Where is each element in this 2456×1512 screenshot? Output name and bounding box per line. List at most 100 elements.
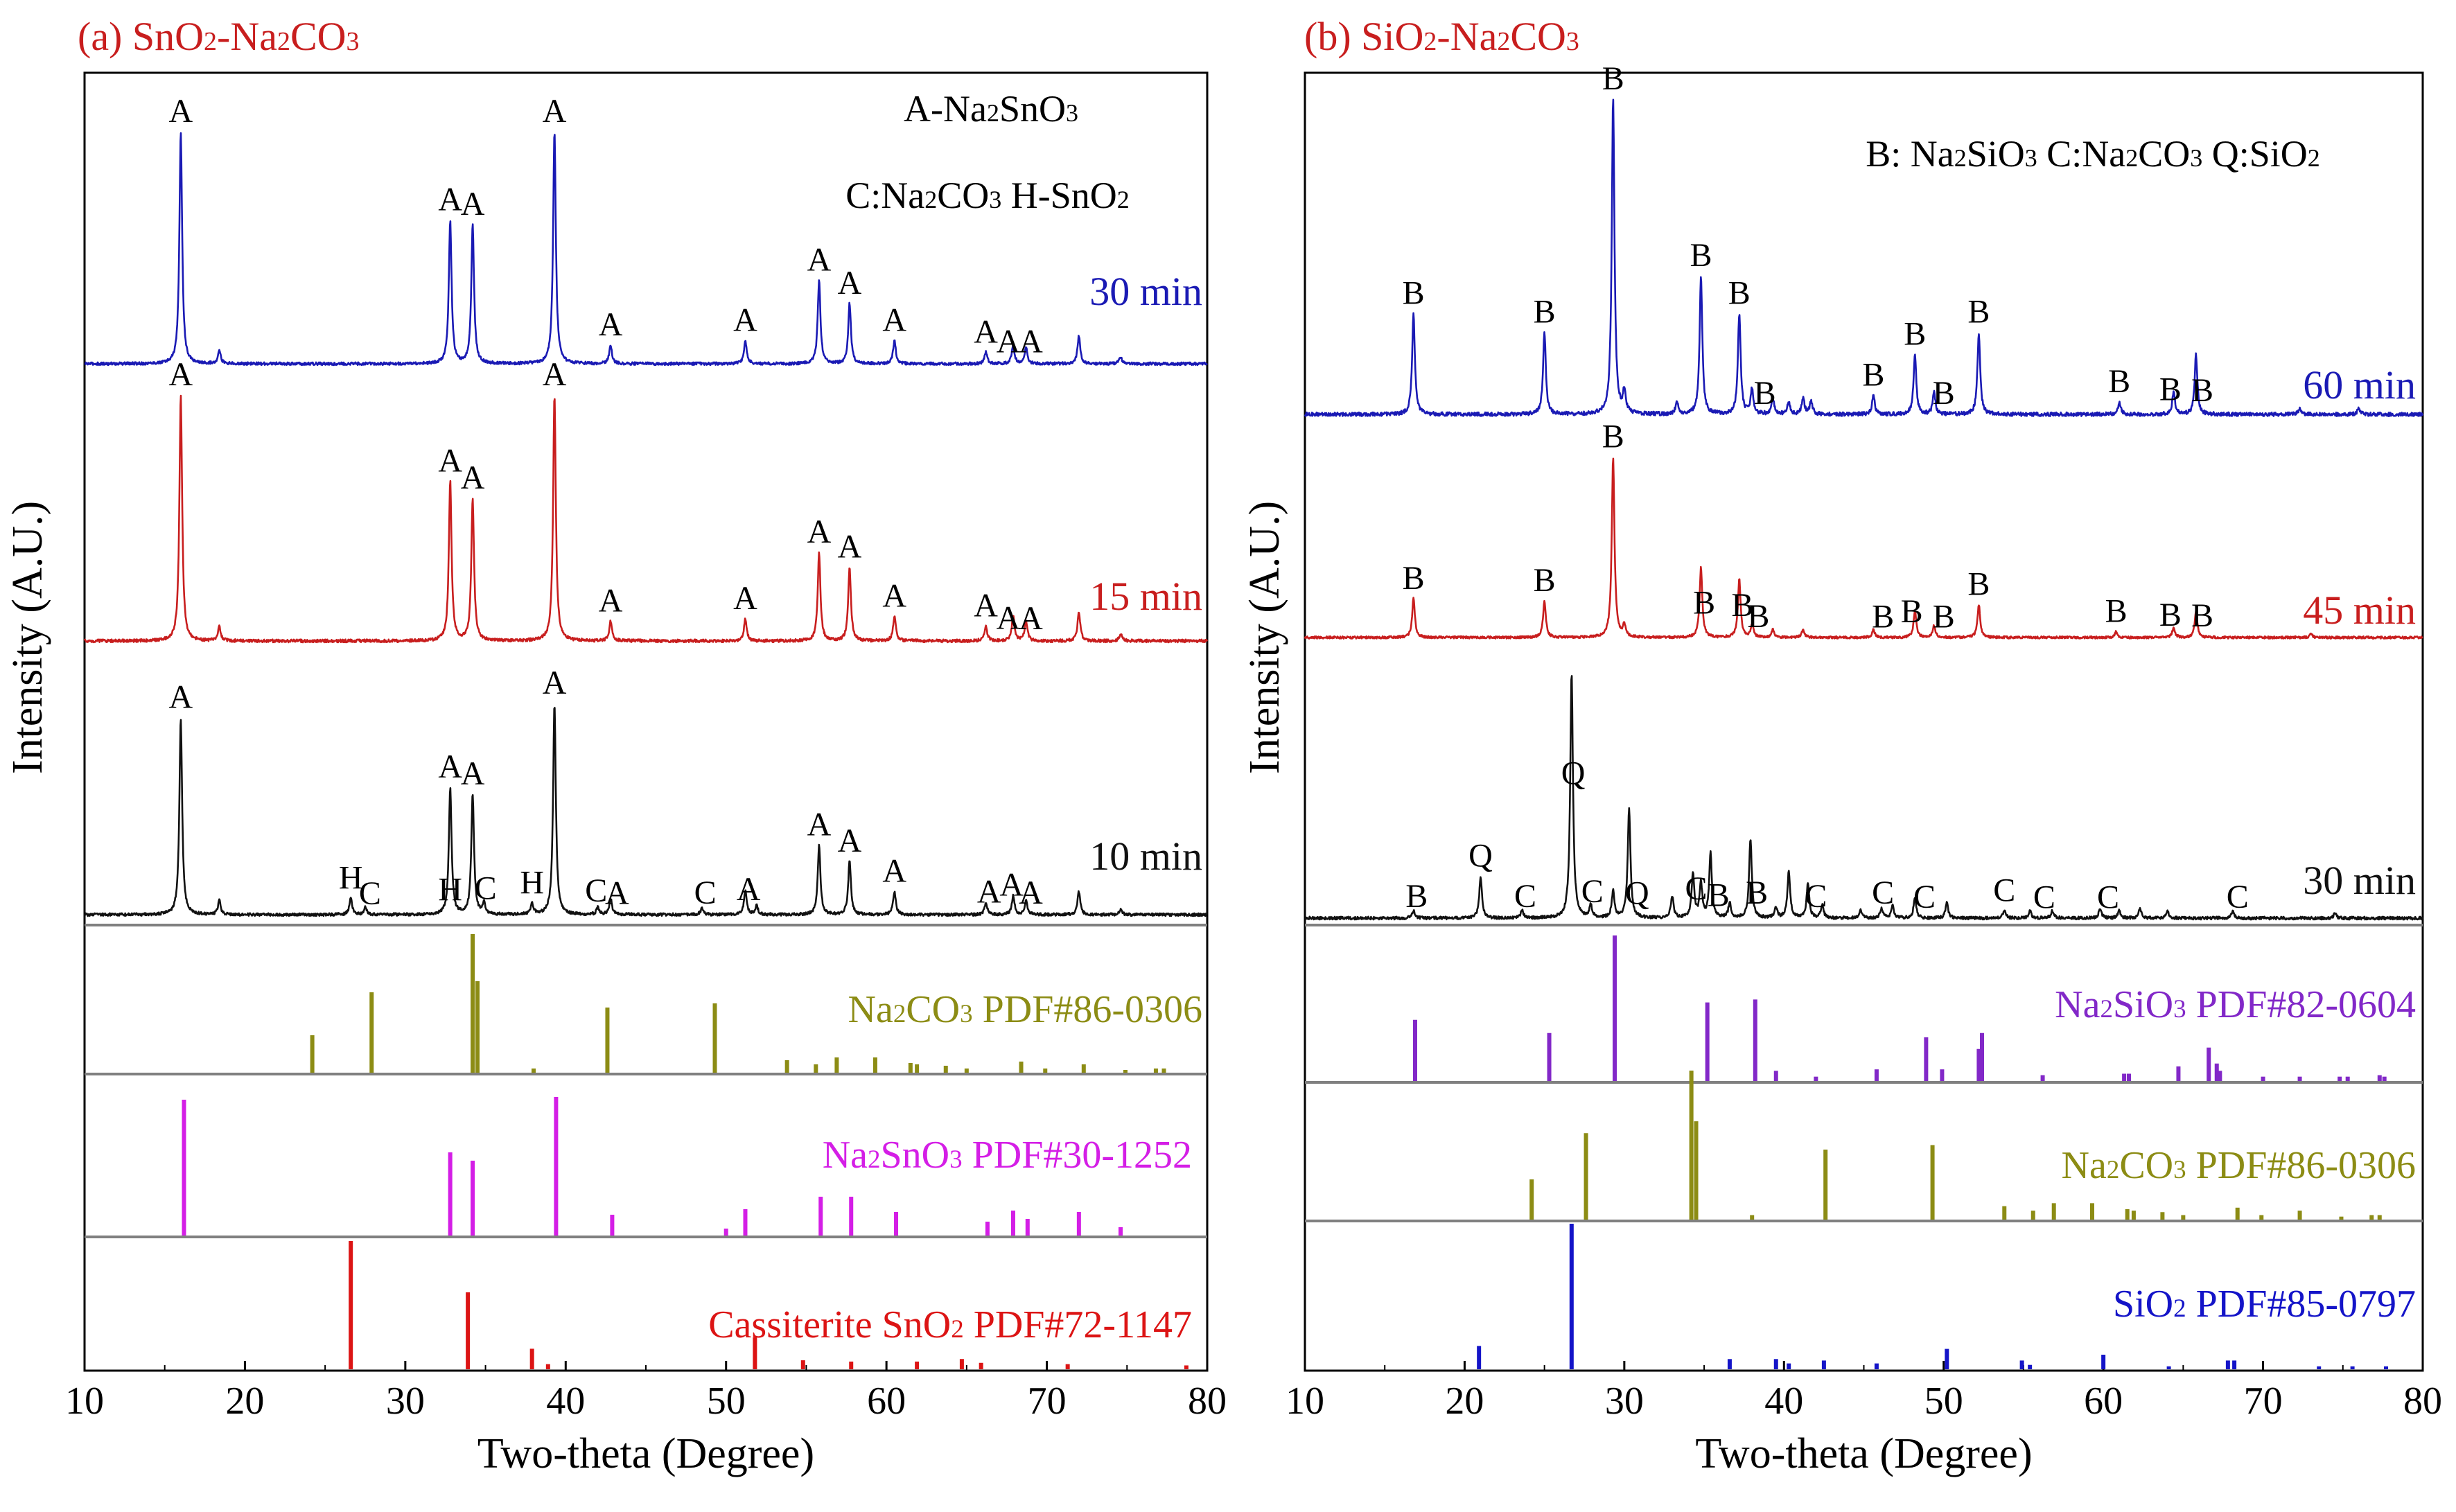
- peak-label: C: [1581, 873, 1604, 910]
- reference-label: Na2SnO3 PDF#30-1252: [823, 1134, 1192, 1177]
- x-tick-label: 20: [225, 1380, 264, 1423]
- peak-label: A: [599, 306, 623, 343]
- peak-label: A: [733, 580, 757, 617]
- peak-label: A: [977, 874, 1001, 911]
- reference-na-co-pdf-86-0306: Na2CO3 PDF#86-0306: [310, 934, 1202, 1073]
- peak-label: C: [475, 870, 497, 907]
- peak-label: C: [1514, 878, 1536, 915]
- peak-label: A: [999, 866, 1024, 903]
- series-line: [1304, 98, 2424, 417]
- reference-label: Na2SiO3 PDF#82-0604: [2055, 983, 2416, 1026]
- reference-sio-pdf-85-0797: SiO2 PDF#85-0797: [1477, 1224, 2416, 1369]
- x-tick-label: 50: [1924, 1380, 1963, 1423]
- panel-a-sno2-na2co3: (a) SnO2-Na2CO3 10 20 30 40 50 60 70 80 Two-theta…: [4, 14, 1227, 1477]
- peak-label: C: [2097, 879, 2119, 915]
- peak-label: H: [339, 860, 363, 897]
- phase-legend-line: B: Na2SiO3 C:Na2CO3 Q:SiO2: [1866, 133, 2320, 175]
- peak-label: B: [1746, 874, 1768, 911]
- peak-label: Q: [1561, 755, 1586, 791]
- series-line: [1304, 675, 2424, 921]
- peak-label: A: [169, 93, 193, 130]
- x-tick-label: 30: [1605, 1380, 1644, 1423]
- reference-label: Na2CO3 PDF#86-0306: [848, 988, 1202, 1031]
- peak-label: B: [1602, 419, 1624, 455]
- series-label: 15 min: [1089, 574, 1202, 619]
- peak-label: B: [2159, 597, 2182, 633]
- x-tick-label: 40: [1764, 1380, 1803, 1423]
- peak-label: A: [974, 313, 998, 350]
- peak-label: A: [807, 807, 832, 843]
- peak-label: A: [169, 356, 193, 393]
- series-label: 45 min: [2303, 588, 2416, 633]
- peak-label: A: [543, 665, 567, 701]
- peak-label: B: [1690, 237, 1712, 274]
- peak-label: B: [1731, 587, 1753, 624]
- peak-label: A: [997, 599, 1021, 636]
- reference-label: Na2CO3 PDF#86-0306: [2062, 1144, 2416, 1187]
- peak-label: A: [438, 748, 462, 785]
- x-tick-label: 10: [65, 1380, 104, 1423]
- peak-label: B: [2191, 372, 2213, 409]
- y-axis-label: Intensity (A.U.): [1241, 501, 1288, 774]
- series-line: [83, 394, 1209, 644]
- peak-label: C: [694, 874, 717, 911]
- peak-label: A: [882, 302, 906, 339]
- peak-label: A: [974, 588, 998, 624]
- peak-label: A: [599, 583, 623, 619]
- peak-label: B: [1862, 357, 1884, 394]
- series-label: 60 min: [2303, 362, 2416, 407]
- peak-label: A: [605, 875, 629, 912]
- peak-label: A: [737, 871, 761, 908]
- peak-label: A: [438, 181, 462, 218]
- x-axis: 10 20 30 40 50 60 70 80: [1286, 1361, 2442, 1423]
- panel-title: (a) SnO2-Na2CO3: [78, 14, 360, 59]
- peak-label: A: [838, 265, 862, 301]
- x-axis-label: Two-theta (Degree): [1695, 1430, 2032, 1477]
- peak-label: H: [520, 864, 544, 901]
- peak-label: B: [2191, 597, 2213, 634]
- series-line: [1304, 457, 2423, 640]
- phase-legend-line: C:Na2CO3 H-SnO2: [845, 175, 1130, 216]
- reference-na-sno-pdf-30-1252: Na2SnO3 PDF#30-1252: [182, 1097, 1192, 1236]
- peak-label: C: [1872, 874, 1894, 911]
- x-tick-label: 20: [1445, 1380, 1484, 1423]
- peak-label: C: [1805, 878, 1827, 915]
- peak-label: B: [1933, 375, 1955, 412]
- x-tick-label: 80: [2403, 1380, 2442, 1423]
- x-tick-label: 10: [1286, 1380, 1324, 1423]
- peak-label: C: [2227, 879, 2249, 915]
- peak-label: C: [1993, 872, 2015, 908]
- panel-b-sio2-na2co3: (b) SiO2-Na2CO3 10 20 30 40 50 60 70 80 Two-theta…: [1241, 14, 2442, 1477]
- series-label: 30 min: [2303, 858, 2416, 903]
- peak-label: B: [2105, 593, 2128, 630]
- peak-label: C: [359, 875, 381, 912]
- peak-label: A: [438, 442, 462, 479]
- x-tick-label: 40: [546, 1380, 585, 1423]
- peak-label: B: [1904, 316, 1926, 353]
- x-tick-label: 50: [707, 1380, 746, 1423]
- peak-label: A: [1019, 874, 1043, 911]
- reference-cassiterite-sno-pdf-72-1147: Cassiterite SnO2 PDF#72-1147: [349, 1241, 1192, 1369]
- peak-label: A: [997, 323, 1021, 360]
- peak-label: C: [1913, 879, 1936, 915]
- peak-label: A: [543, 356, 567, 393]
- peak-label: B: [1967, 294, 1990, 331]
- peak-label: A: [543, 93, 567, 130]
- peak-label: B: [2159, 371, 2182, 408]
- x-tick-label: 70: [1028, 1380, 1067, 1423]
- peak-label: A: [461, 186, 485, 222]
- x-tick-label: 30: [386, 1380, 425, 1423]
- panel-title: (b) SiO2-Na2CO3: [1304, 14, 1579, 59]
- peak-label: B: [1693, 584, 1715, 621]
- peak-label: B: [1405, 878, 1428, 915]
- peak-label: C: [585, 872, 607, 909]
- peak-label: B: [1602, 60, 1624, 97]
- phase-legend-line: A-Na2SnO3: [904, 88, 1078, 130]
- x-tick-label: 70: [2244, 1380, 2283, 1423]
- peak-label: Q: [1625, 875, 1649, 912]
